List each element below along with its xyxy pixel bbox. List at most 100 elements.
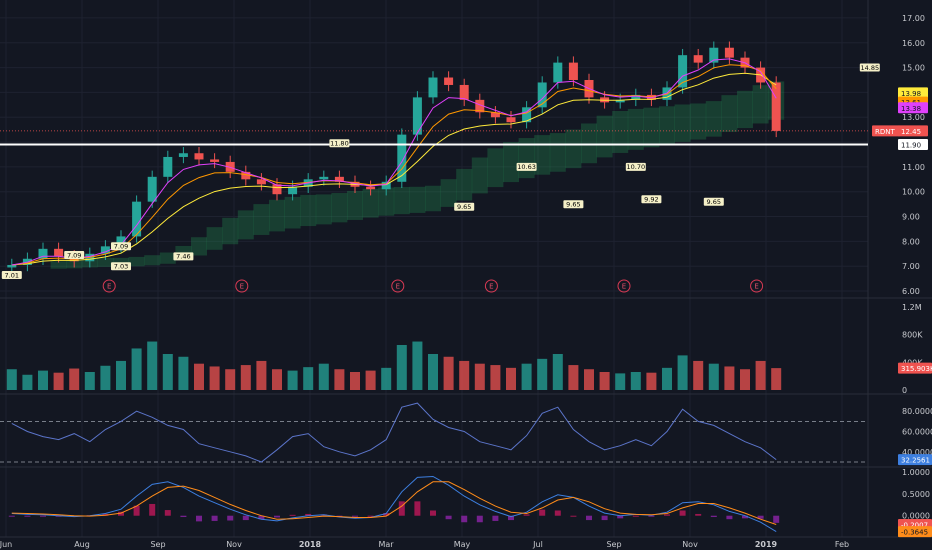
pivot-label-text: 9.65 bbox=[707, 198, 721, 206]
volume-bar bbox=[381, 367, 392, 390]
pivot-labels: 7.09 7.01 7.09 7.03 7.46 11.80 9.65 10.63 9.65 10… bbox=[1, 63, 880, 279]
candle-body bbox=[615, 99, 625, 103]
earnings-marker[interactable]: E bbox=[617, 279, 631, 293]
macd-hist-bar bbox=[414, 501, 421, 516]
earnings-marker[interactable]: E bbox=[235, 279, 249, 293]
price-axis[interactable]: 6.007.008.009.0010.0011.0012.0013.0014.0… bbox=[872, 14, 932, 538]
cloud-segment bbox=[409, 186, 426, 213]
volume-bar bbox=[256, 360, 267, 390]
candle-body bbox=[568, 62, 578, 80]
earnings-letter: E bbox=[396, 283, 400, 291]
pivot-label-box bbox=[111, 242, 131, 251]
pivot-label-text: 7.09 bbox=[67, 251, 81, 259]
volume-bar bbox=[443, 356, 454, 390]
pivot-label: 14.85 bbox=[859, 63, 880, 72]
macd-panel bbox=[8, 475, 780, 533]
macd-hist-bar bbox=[648, 515, 655, 517]
volume-bar bbox=[84, 372, 95, 390]
macd-hist-bar bbox=[133, 505, 140, 516]
volume-bar bbox=[162, 354, 173, 390]
level-badge: 11.90 bbox=[898, 139, 928, 151]
earnings-marker[interactable]: E bbox=[102, 279, 116, 293]
earnings-circle bbox=[617, 279, 631, 293]
time-axis[interactable]: Jun Aug Sep Nov 2018 Mar May Jul Sep Nov 2019 Feb bbox=[0, 540, 849, 549]
volume-bar bbox=[677, 355, 688, 390]
ichimoku-cloud bbox=[50, 81, 785, 269]
price-panel[interactable]: 7.09 7.01 7.09 7.03 7.46 11.80 9.65 10.63 9.65 10… bbox=[0, 21, 932, 293]
candle-body bbox=[553, 62, 563, 83]
pivot-label-text: 10.70 bbox=[626, 163, 645, 171]
earnings-circle bbox=[391, 279, 405, 293]
volume-bar bbox=[194, 363, 204, 390]
earnings-letter: E bbox=[754, 283, 758, 291]
macd-hist-bar bbox=[274, 515, 280, 518]
volume-bar bbox=[38, 370, 48, 390]
macd-hist-bar bbox=[539, 509, 546, 516]
volume-bar bbox=[53, 372, 64, 390]
ma-fast-line bbox=[11, 58, 777, 266]
pivot-label-text: 9.65 bbox=[457, 203, 471, 211]
time-tick-label: Sep bbox=[606, 540, 621, 549]
macd-hist-bar bbox=[352, 515, 358, 517]
cloud-segment bbox=[440, 179, 457, 207]
candle-body bbox=[100, 246, 110, 254]
candle-body bbox=[241, 171, 251, 180]
cloud-segment bbox=[565, 129, 582, 169]
candle-body bbox=[537, 82, 547, 108]
ma-mid-line bbox=[11, 64, 777, 266]
macd-hist-bar bbox=[398, 501, 405, 516]
macd-hist-bar bbox=[367, 515, 374, 517]
symbol-badge-text: RDNT bbox=[875, 128, 895, 136]
volume-bar bbox=[412, 341, 423, 390]
price-badge: 13.98 bbox=[898, 87, 928, 99]
earnings-marker[interactable]: E bbox=[391, 279, 405, 293]
volume-bar bbox=[318, 363, 329, 390]
volume-bar bbox=[350, 372, 360, 390]
macd-hist-bar bbox=[242, 515, 249, 521]
pivot-label: 7.46 bbox=[173, 252, 194, 261]
cloud-segment bbox=[596, 115, 613, 158]
candle-body bbox=[506, 117, 516, 123]
cloud-segment bbox=[705, 101, 722, 137]
earnings-letter: E bbox=[622, 283, 626, 291]
macd-hist-bar bbox=[40, 515, 46, 517]
pivot-label-text: 11.80 bbox=[330, 140, 349, 148]
earnings-marker[interactable]: E bbox=[750, 279, 764, 293]
cloud-segment bbox=[503, 142, 519, 183]
time-tick-label: Feb bbox=[835, 540, 849, 549]
pivot-label-box bbox=[563, 200, 584, 209]
candle-body bbox=[366, 186, 376, 190]
volume-bar bbox=[178, 356, 189, 390]
rsi-panel bbox=[0, 402, 868, 463]
macd-histogram bbox=[8, 501, 780, 523]
panel-dividers bbox=[0, 0, 932, 538]
macd-hist-bar bbox=[211, 515, 218, 521]
macd-hist-bar bbox=[632, 515, 639, 517]
volume-bar bbox=[506, 367, 516, 390]
cloud-segment bbox=[315, 194, 332, 225]
macd-hist-bar bbox=[601, 515, 608, 521]
macd-hist-bar bbox=[554, 510, 561, 516]
volume-bar bbox=[568, 365, 579, 390]
cloud-segment bbox=[612, 110, 629, 153]
cloud-segment bbox=[721, 95, 738, 132]
price-tick-label: 13.00 bbox=[902, 113, 925, 122]
candle-body bbox=[54, 248, 64, 257]
signal-last-badge-box bbox=[898, 526, 932, 538]
volume-bar bbox=[272, 369, 282, 390]
pivot-label: 9.92 bbox=[641, 195, 662, 204]
macd-hist-bar bbox=[227, 515, 234, 521]
pivot-label-box bbox=[329, 139, 350, 148]
pivot-label: 7.09 bbox=[64, 250, 85, 259]
volume-bar bbox=[662, 367, 672, 390]
candle-body bbox=[319, 176, 329, 180]
earnings-marker[interactable]: E bbox=[484, 279, 498, 293]
price-tick-label: 16.00 bbox=[902, 39, 925, 48]
volume-bar bbox=[646, 372, 657, 390]
price-tick-label: 17.00 bbox=[902, 14, 925, 23]
candle-body bbox=[444, 77, 454, 85]
macd-hist-bar bbox=[289, 514, 296, 516]
cloud-segment bbox=[144, 255, 161, 266]
